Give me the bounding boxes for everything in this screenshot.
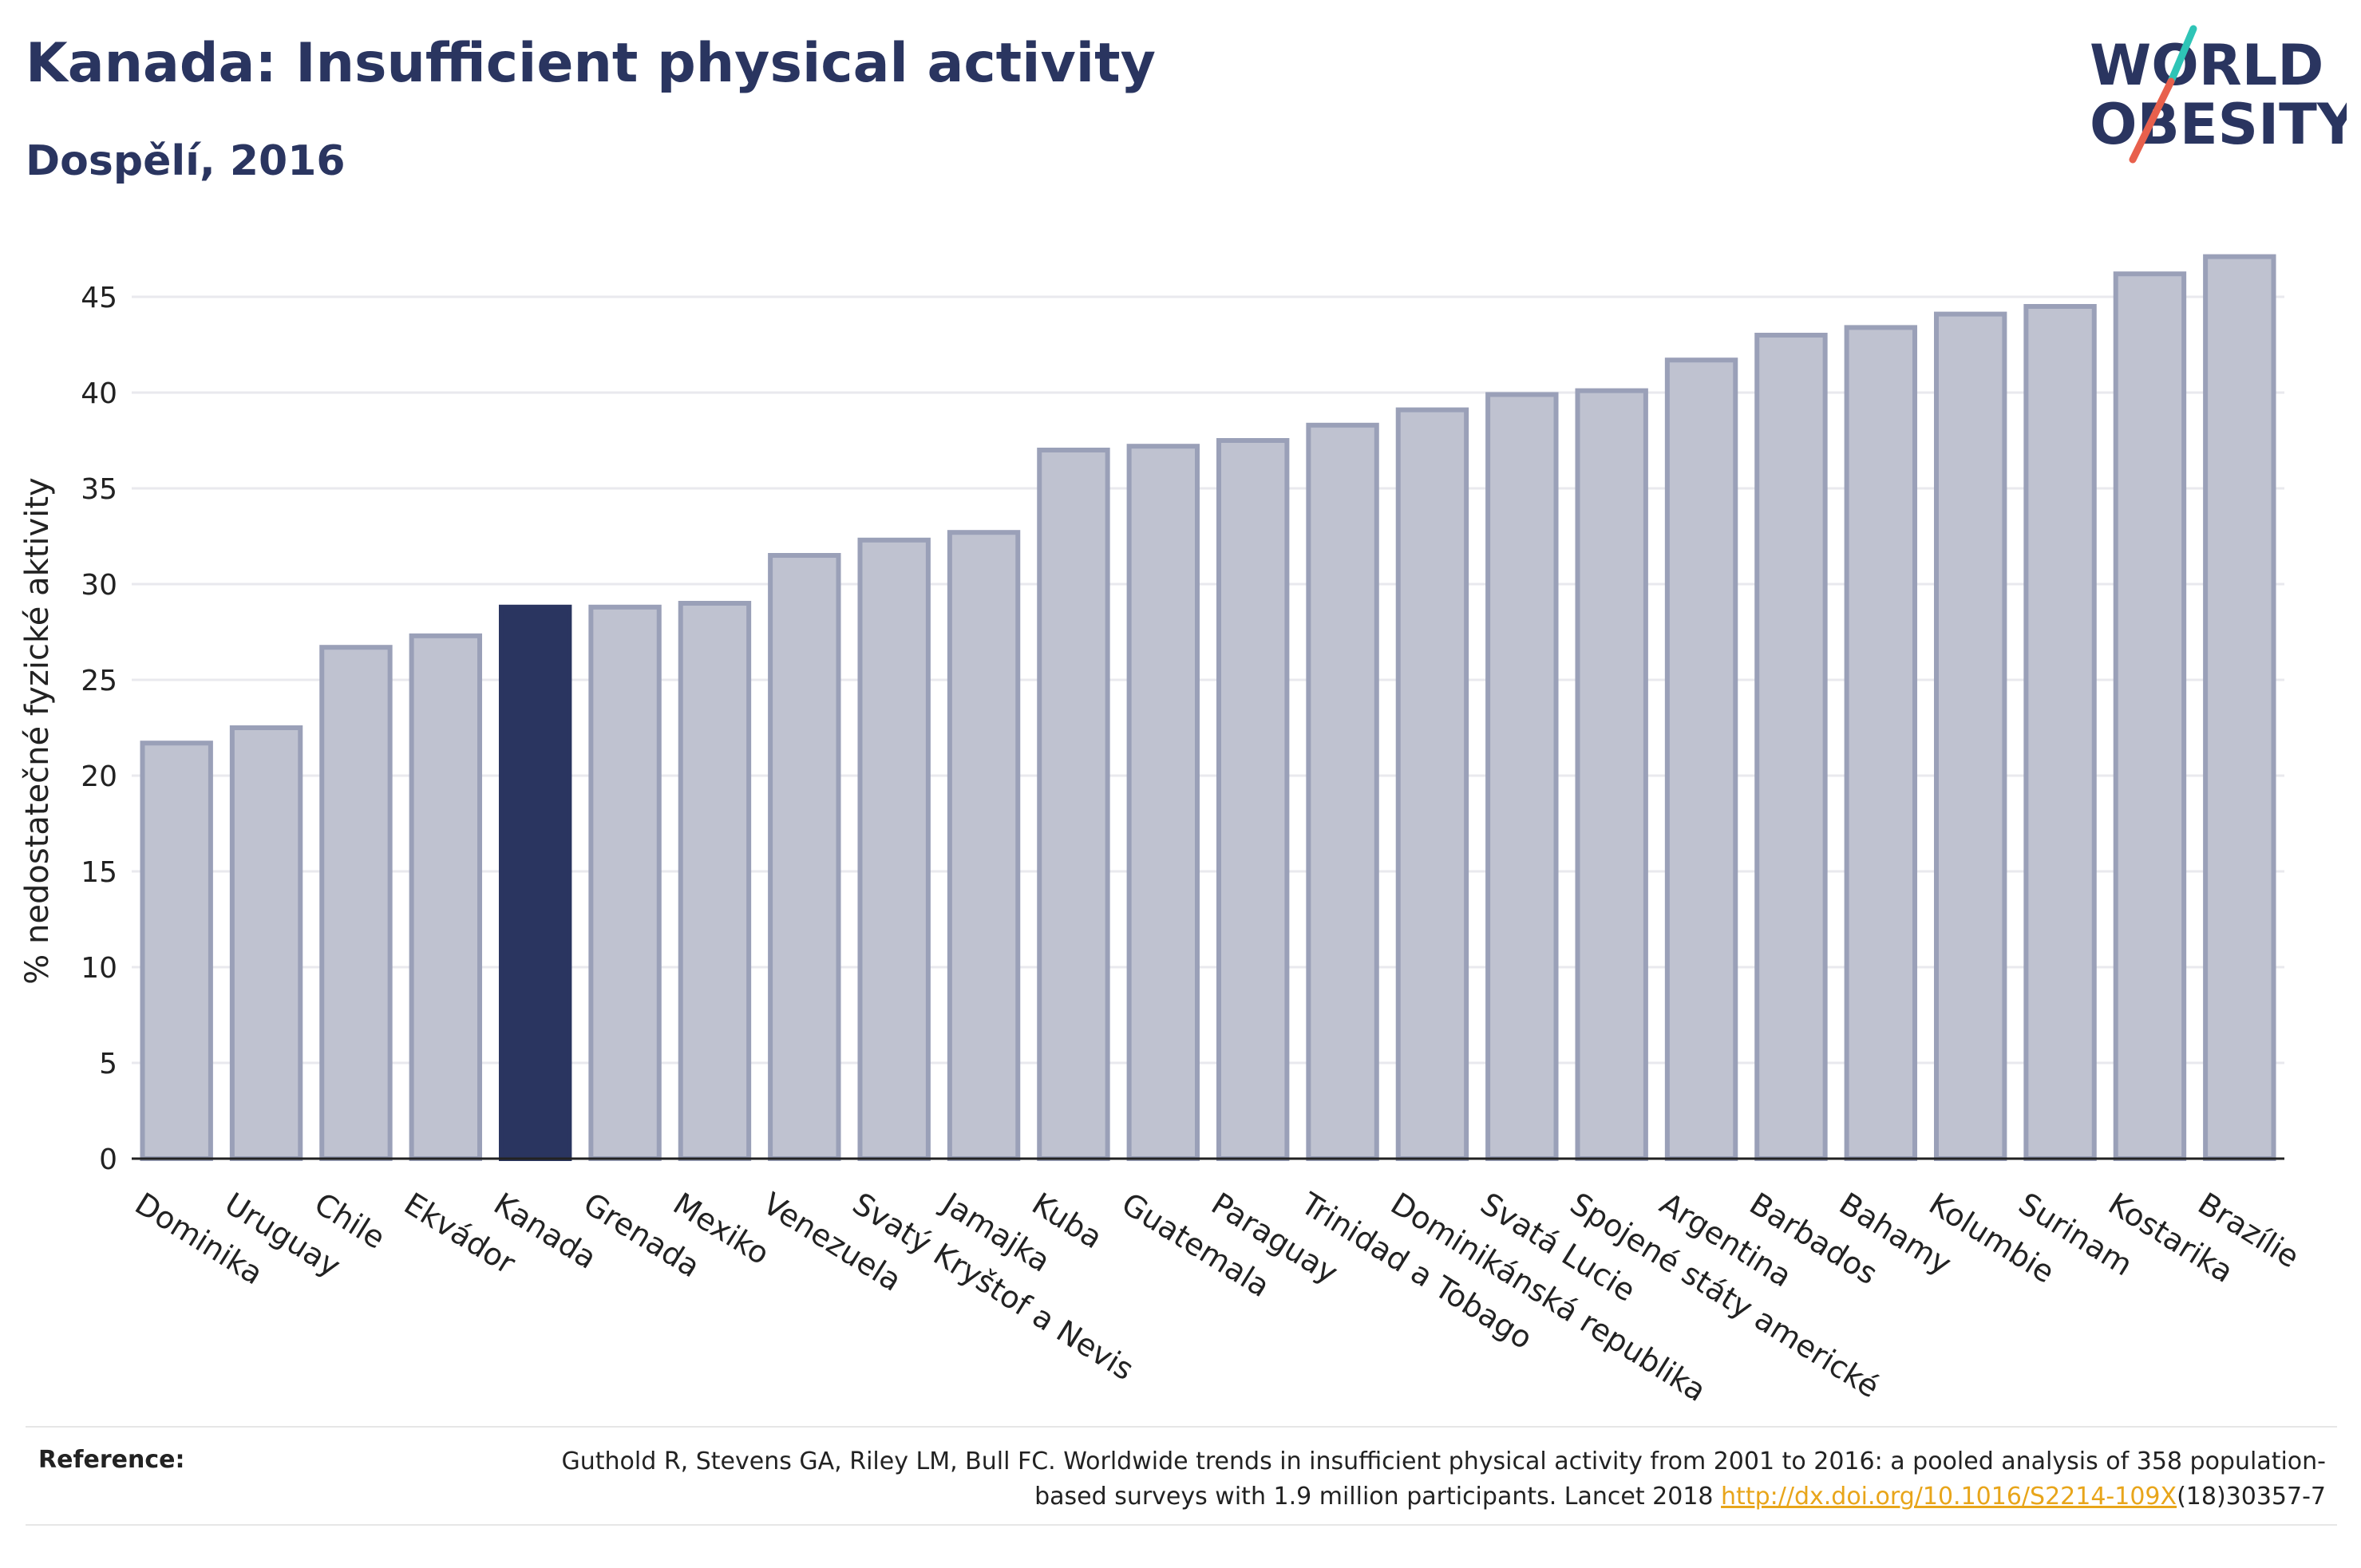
y-tick-label: 25 (81, 665, 117, 697)
bar-venezuela (768, 553, 841, 1161)
y-tick-label: 10 (81, 952, 117, 985)
bar-spojené-státy-americké (1575, 388, 1648, 1162)
bar-svatý-kryštof-a-nevis (857, 537, 931, 1161)
bar-bahamy (1844, 325, 1918, 1161)
bar-kuba (1037, 448, 1110, 1161)
logo-slash-coral (2129, 77, 2175, 164)
y-tick-label: 0 (99, 1143, 117, 1176)
y-tick-label: 15 (81, 856, 117, 889)
bar-svatá-lucie (1485, 392, 1559, 1161)
y-axis-ticks: 0 5 10 15 20 25 30 35 40 45 (81, 282, 117, 1176)
bar-mexiko (678, 601, 752, 1161)
bar-uruguay (229, 725, 303, 1161)
bars (140, 254, 2276, 1162)
footer-divider-top (26, 1426, 2337, 1428)
bar-ekvádor (409, 633, 483, 1161)
bar-trinidad-a-tobago (1306, 422, 1379, 1161)
bar-surinam (2023, 304, 2097, 1161)
logo-line1: WORLD (2090, 33, 2323, 98)
y-tick-label: 45 (81, 282, 117, 314)
grid-lines (132, 295, 2284, 1064)
reference-doi-link[interactable]: http://dx.doi.org/10.1016/S2214-109X (1721, 1483, 2177, 1511)
bar-kolumbie (1933, 311, 2007, 1162)
reference-label: Reference: (38, 1446, 185, 1474)
y-tick-label: 5 (99, 1048, 117, 1080)
bar-barbados (1754, 333, 1828, 1161)
bar-dominika (140, 741, 213, 1161)
bar-grenada (588, 604, 662, 1161)
y-tick-label: 35 (81, 473, 117, 506)
bar-kostarika (2113, 271, 2187, 1162)
chart-title: Kanada: Insufficient physical activity (26, 32, 1156, 95)
reference-text: Guthold R, Stevens GA, Riley LM, Bull FC… (490, 1444, 2326, 1515)
world-obesity-logo: WORLD OBESITY (2075, 24, 2359, 168)
y-tick-label: 30 (81, 569, 117, 602)
bar-argentina (1664, 357, 1738, 1161)
logo-graphic: WORLD OBESITY (2090, 25, 2359, 164)
bar-kanada (498, 604, 572, 1161)
logo-slash-teal (2167, 25, 2197, 85)
footer-divider-bottom (26, 1524, 2337, 1526)
reference-citation-end: (18)30357-7 (2177, 1483, 2326, 1511)
bar-paraguay (1216, 438, 1290, 1161)
y-tick-label: 40 (81, 377, 117, 410)
y-axis-label: % nedostatečné fyzické aktivity (19, 477, 56, 984)
reference-citation: Guthold R, Stevens GA, Riley LM, Bull FC… (561, 1448, 2326, 1511)
bar-jamajka (947, 530, 1021, 1161)
bar-dominikánská-republika (1395, 407, 1469, 1161)
bar-chile (319, 645, 393, 1161)
y-tick-label: 20 (81, 760, 117, 793)
chart-subtitle: Dospělí, 2016 (26, 137, 346, 185)
logo-line2: OBESITY (2090, 92, 2347, 157)
bar-guatemala (1126, 444, 1200, 1161)
bar-brazílie (2203, 254, 2276, 1162)
